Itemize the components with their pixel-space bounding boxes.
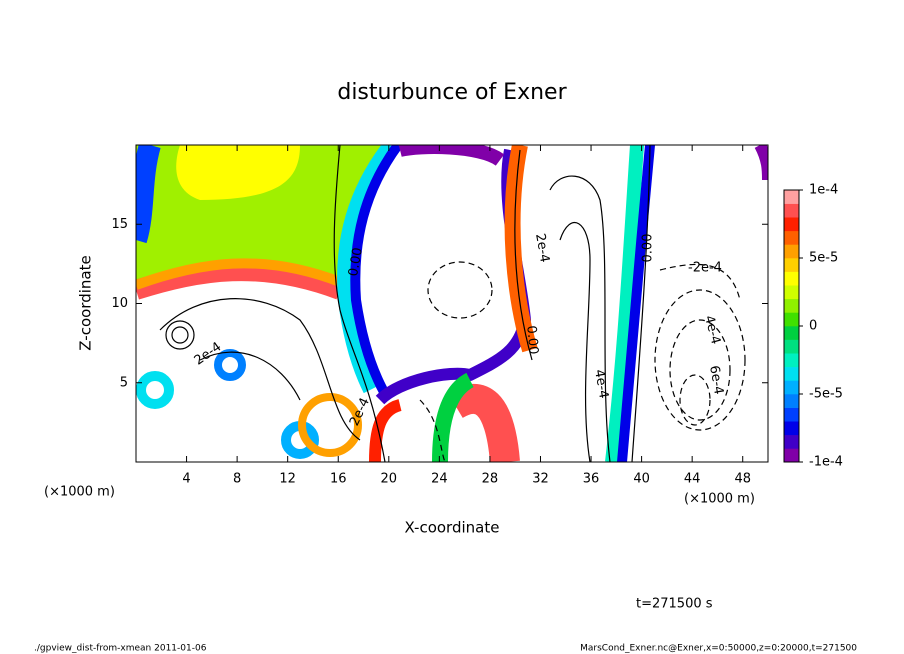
y-axis-label: Z-coordinate <box>77 255 95 350</box>
x-tick-label: 44 <box>684 472 701 487</box>
contour-label: 0.00 <box>641 234 656 263</box>
contour-label: 0.00 <box>346 246 366 277</box>
colorbar-tick-label: 0 <box>809 319 817 334</box>
colorbar-band <box>784 394 799 408</box>
colorbar-band <box>784 421 799 436</box>
contour-label: 2e-4 <box>532 232 552 263</box>
x-tick-label: 4 <box>182 472 190 487</box>
contour-label: 2e-4 <box>347 396 373 429</box>
contour-label: 6e-4 <box>706 364 726 395</box>
footer-right: MarsCond_Exner.nc@Exner,x=0:50000,z=0:20… <box>580 644 857 654</box>
colorbar-tick-label: 1e-4 <box>809 183 838 198</box>
x-tick-label: 40 <box>633 472 650 487</box>
chart-title: disturbunce of Exner <box>337 80 567 105</box>
contour-label: 0.00 <box>523 325 540 355</box>
field <box>136 145 768 462</box>
colorbar-tick-label: -5e-5 <box>809 387 843 402</box>
time-label: t=271500 s <box>636 597 713 612</box>
y-tick-label: 10 <box>111 296 128 311</box>
x-tick-label: 20 <box>381 472 398 487</box>
colorbar-band <box>784 298 799 313</box>
x-tick-label: 8 <box>233 472 241 487</box>
colorbar-band <box>784 353 799 368</box>
colorbar-band <box>784 271 799 286</box>
colorbar-band <box>784 326 799 340</box>
contour-label: -2e-4 <box>688 261 722 276</box>
colorbar-band <box>784 434 799 449</box>
x-tick-label: 48 <box>734 472 751 487</box>
colorbar-band <box>784 339 799 354</box>
colorbar-band <box>784 448 799 463</box>
colorbar-band <box>784 244 799 259</box>
colorbar-tick-label: 5e-5 <box>809 251 838 266</box>
colorbar-band <box>784 312 799 327</box>
x-tick-label: 28 <box>482 472 499 487</box>
contour-label: 4e-4 <box>701 314 723 346</box>
x-tick-label: 16 <box>330 472 347 487</box>
colorbar-band <box>784 285 799 300</box>
x-axis-label: X-coordinate <box>405 519 500 537</box>
y-tick-label: 5 <box>120 375 128 390</box>
y-unit: (×1000 m) <box>44 485 115 500</box>
colorbar-band <box>784 190 799 204</box>
colorbar-tick-label: -1e-4 <box>809 455 843 470</box>
footer-left: ./gpview_dist-from-xmean 2011-01-06 <box>34 644 207 654</box>
x-tick-label: 24 <box>431 472 448 487</box>
colorbar-band <box>784 230 799 245</box>
colorbar-band <box>784 407 799 422</box>
colorbar-band <box>784 380 799 395</box>
x-tick-label: 36 <box>583 472 600 487</box>
y-tick-label: 15 <box>111 217 128 232</box>
colorbar-band <box>784 217 799 232</box>
x-unit: (×1000 m) <box>684 492 755 507</box>
x-tick-label: 12 <box>279 472 296 487</box>
contour-label: 4e-4 <box>591 368 611 399</box>
colorbar-band <box>784 203 799 218</box>
colorbar-band <box>784 258 799 272</box>
x-tick-label: 32 <box>532 472 549 487</box>
colorbar-band <box>784 366 799 381</box>
